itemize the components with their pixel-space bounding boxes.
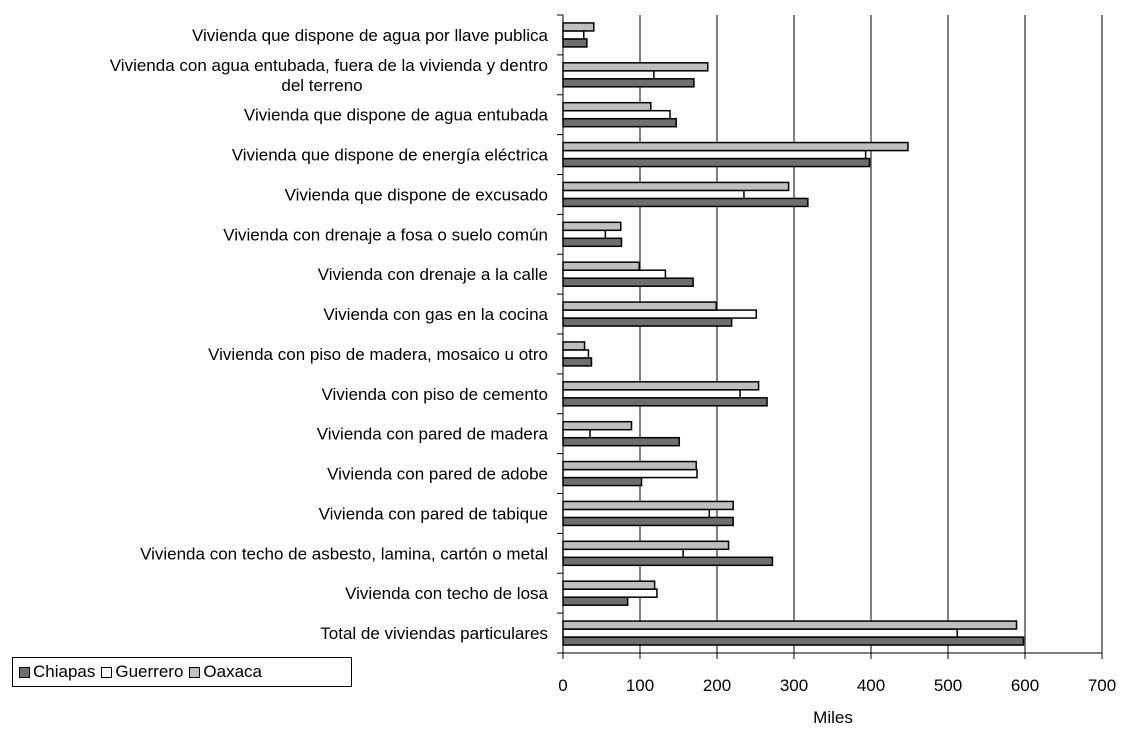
x-axis-title: Miles	[813, 708, 853, 727]
category-label: Vivienda que dispone de energía eléctric…	[232, 146, 549, 165]
bar-chiapas	[562, 476, 643, 487]
bar-guerrero	[562, 548, 684, 559]
bar-guerrero	[562, 229, 607, 240]
category-label: Vivienda con pared de adobe	[327, 465, 548, 484]
axes	[557, 14, 1103, 659]
bar-oaxaca	[562, 620, 1018, 630]
bar-chiapas	[562, 277, 694, 287]
legend-item-oaxaca: Oaxaca	[189, 662, 262, 682]
bar-oaxaca	[562, 580, 656, 590]
x-tick-label: 400	[857, 676, 885, 695]
category-label: Vivienda con techo de losa	[345, 584, 548, 603]
legend: Chiapas Guerrero Oaxaca	[12, 657, 352, 687]
x-tick-labels: 0 100 200 300 400 500 600 700	[558, 676, 1116, 695]
bar-oaxaca	[562, 381, 760, 391]
bar-guerrero	[562, 468, 698, 479]
category-labels: Vivienda que dispone de agua por llave p…	[110, 26, 549, 643]
bar-oaxaca	[562, 22, 595, 32]
bar-oaxaca	[562, 221, 622, 232]
category-label: Vivienda con piso de cemento	[321, 385, 548, 404]
bar-oaxaca	[562, 301, 717, 311]
bar-chiapas	[562, 596, 629, 606]
legend-label: Oaxaca	[203, 662, 262, 681]
category-label: Vivienda con pared de tabique	[319, 504, 548, 523]
bar-chiapas	[562, 38, 588, 48]
bar-oaxaca	[562, 261, 640, 271]
bar-chiapas	[562, 317, 733, 327]
x-tick-label: 100	[626, 676, 654, 695]
bar-oaxaca	[562, 181, 790, 192]
category-label: Vivienda con techo de asbesto, lamina, c…	[140, 544, 548, 563]
bar-chiapas	[562, 357, 593, 367]
legend-item-chiapas: Chiapas	[19, 662, 95, 682]
bar-oaxaca	[562, 420, 633, 431]
category-label: Vivienda con piso de madera, mosaico u o…	[208, 345, 548, 364]
bar-oaxaca	[562, 460, 697, 471]
bar-guerrero	[562, 30, 585, 40]
bar-guerrero	[562, 109, 671, 120]
category-label: Vivienda con gas en la cocina	[323, 305, 548, 324]
category-label: Total de viviendas particulares	[320, 624, 548, 643]
bar-oaxaca	[562, 62, 709, 72]
bar-chiapas	[562, 237, 623, 248]
grid-lines	[639, 15, 1103, 653]
x-tick-label: 0	[558, 676, 567, 695]
legend-item-guerrero: Guerrero	[101, 662, 183, 682]
bar-guerrero	[562, 189, 745, 200]
bar-oaxaca	[562, 141, 909, 152]
bar-chiapas	[562, 516, 734, 527]
bar-guerrero	[562, 269, 667, 279]
bar-chiapas	[562, 197, 809, 208]
bar-oaxaca	[562, 540, 730, 551]
bar-oaxaca	[562, 500, 734, 511]
bar-oaxaca	[562, 341, 586, 351]
category-label: Vivienda con pared de madera	[317, 425, 549, 444]
legend-label: Chiapas	[33, 662, 96, 681]
category-label: Vivienda que dispone de agua entubada	[244, 106, 549, 125]
legend-label: Guerrero	[115, 662, 184, 681]
category-label: del terreno	[281, 76, 362, 95]
bar-guerrero	[562, 389, 741, 399]
x-tick-label: 700	[1088, 676, 1116, 695]
category-label: Vivienda con agua entubada, fuera de la …	[110, 56, 548, 75]
bar-chiapas	[562, 157, 871, 168]
bar-chiapas	[562, 556, 774, 567]
bar-chiapas	[562, 436, 681, 447]
bar-oaxaca	[562, 101, 652, 112]
bar-guerrero	[562, 309, 758, 319]
bar-guerrero	[562, 428, 591, 439]
bar-guerrero	[562, 508, 711, 519]
bar-guerrero	[562, 628, 958, 638]
category-label: Vivienda que dispone de agua por llave p…	[192, 26, 549, 45]
bar-guerrero	[562, 588, 658, 598]
bar-chiapas	[562, 397, 768, 407]
legend-swatch	[19, 666, 30, 678]
bar-chiapas	[562, 78, 695, 88]
bar-guerrero	[562, 149, 867, 160]
x-tick-label: 300	[780, 676, 808, 695]
bar-guerrero	[562, 70, 655, 80]
bar-guerrero	[562, 349, 590, 359]
bar-chiapas	[562, 117, 677, 128]
category-label: Vivienda con drenaje a la calle	[318, 265, 548, 284]
bars	[562, 22, 1025, 646]
x-tick-label: 200	[703, 676, 731, 695]
category-label: Vivienda con drenaje a fosa o suelo comú…	[223, 225, 548, 244]
legend-swatch	[189, 666, 201, 678]
legend-swatch	[101, 666, 113, 678]
x-tick-label: 600	[1011, 676, 1039, 695]
bar-chiapas	[562, 636, 1025, 646]
x-tick-label: 500	[934, 676, 962, 695]
category-label: Vivienda que dispone de excusado	[285, 185, 548, 204]
